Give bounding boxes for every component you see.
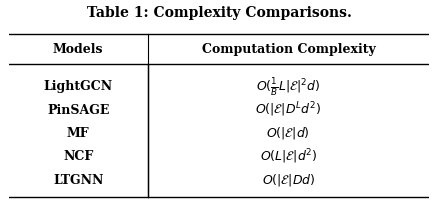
- Text: Table 1: Complexity Comparisons.: Table 1: Complexity Comparisons.: [87, 6, 351, 20]
- Text: $O(|\mathcal{E}|d)$: $O(|\mathcal{E}|d)$: [266, 126, 310, 141]
- Text: LightGCN: LightGCN: [43, 80, 113, 93]
- Text: $O(L|\mathcal{E}|d^2)$: $O(L|\mathcal{E}|d^2)$: [260, 148, 317, 166]
- Text: $O(|\mathcal{E}|Dd)$: $O(|\mathcal{E}|Dd)$: [261, 172, 315, 188]
- Text: $O(\frac{1}{B}L|\mathcal{E}|^2d)$: $O(\frac{1}{B}L|\mathcal{E}|^2d)$: [256, 76, 321, 98]
- Text: LTGNN: LTGNN: [53, 174, 103, 187]
- Text: PinSAGE: PinSAGE: [47, 104, 110, 117]
- Text: NCF: NCF: [63, 150, 93, 163]
- Text: Computation Complexity: Computation Complexity: [201, 43, 375, 56]
- Text: $O(|\mathcal{E}|D^Ld^2)$: $O(|\mathcal{E}|D^Ld^2)$: [255, 101, 321, 119]
- Text: Models: Models: [53, 43, 103, 56]
- Text: MF: MF: [67, 127, 89, 140]
